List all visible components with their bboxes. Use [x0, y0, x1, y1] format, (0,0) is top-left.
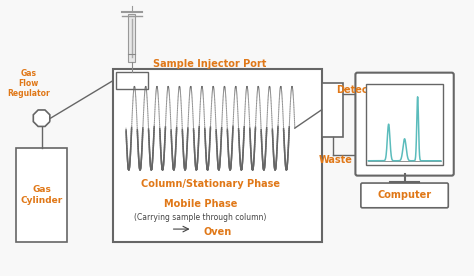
Text: Sample Injector Port: Sample Injector Port [153, 59, 266, 69]
Text: Gas
Flow
Regulator: Gas Flow Regulator [7, 69, 50, 99]
FancyBboxPatch shape [113, 69, 322, 242]
FancyBboxPatch shape [361, 183, 448, 208]
FancyBboxPatch shape [366, 84, 443, 165]
FancyBboxPatch shape [116, 72, 148, 89]
Polygon shape [33, 110, 50, 126]
Text: Computer: Computer [377, 190, 432, 200]
Text: Detector: Detector [337, 86, 384, 95]
Text: Waste: Waste [319, 155, 353, 165]
FancyBboxPatch shape [16, 148, 67, 242]
Text: Oven: Oven [203, 227, 231, 237]
FancyBboxPatch shape [356, 73, 454, 176]
Text: Mobile Phase: Mobile Phase [164, 199, 237, 209]
FancyBboxPatch shape [322, 83, 344, 137]
Text: (Carrying sample through column): (Carrying sample through column) [134, 213, 267, 222]
Text: Gas
Cylinder: Gas Cylinder [20, 185, 63, 205]
FancyBboxPatch shape [128, 14, 136, 62]
Text: Column/Stationary Phase: Column/Stationary Phase [141, 179, 280, 189]
